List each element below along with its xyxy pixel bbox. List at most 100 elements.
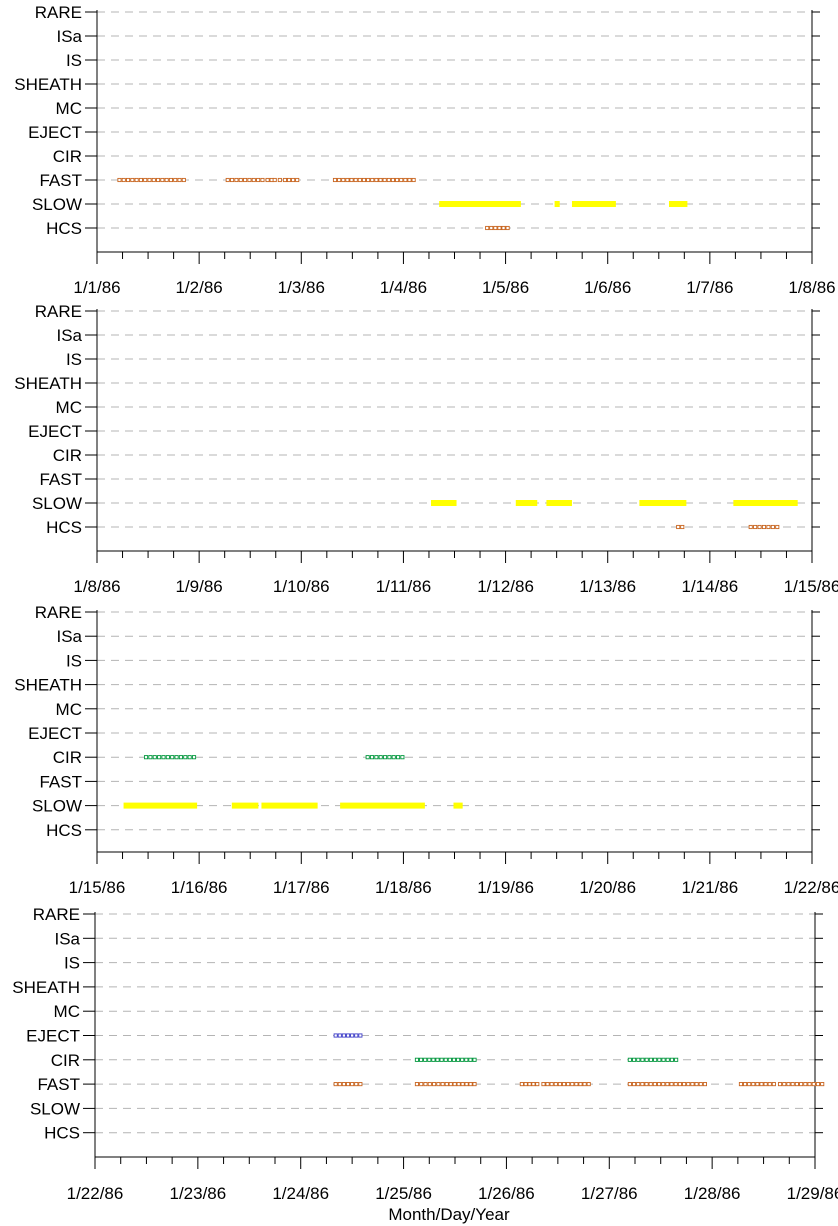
segment-hcs [676,524,685,530]
category-label: FAST [39,470,82,489]
marker-fast [423,1082,428,1087]
marker-fast [472,1082,477,1087]
marker-fast [677,1082,682,1087]
x-tick-label: 1/5/86 [482,278,529,297]
x-tick-label: 1/15/86 [784,577,838,596]
category-label: RARE [35,302,82,321]
segment-cir [414,1057,477,1062]
marker-fast [286,177,292,183]
marker-fast [341,1082,346,1087]
category-label: SHEATH [12,978,80,997]
segment-slow [546,500,572,506]
marker-cir [431,1057,436,1062]
category-label: IS [66,651,82,670]
x-axis-title: Month/Day/Year [388,1205,510,1224]
segment-fast [627,1082,707,1087]
marker-fast [419,1082,424,1087]
segment-fast [286,177,300,183]
marker-hcs [757,524,762,530]
category-label: HCS [44,1124,80,1143]
category-label: CIR [53,446,82,465]
marker-fast [399,177,404,183]
marker-fast [126,177,131,183]
marker-fast [160,177,165,183]
marker-cir [143,755,149,760]
x-tick-label: 1/8/86 [788,278,835,297]
marker-fast [694,1082,699,1087]
marker-fast [767,1082,772,1087]
marker-fast [777,1082,783,1087]
marker-fast [803,1082,808,1087]
marker-hcs [493,225,498,231]
marker-eject [350,1033,355,1038]
marker-fast [644,1082,649,1087]
marker-fast [440,1082,445,1087]
segment-slow [571,201,616,207]
marker-fast [751,1082,756,1087]
marker-fast [763,1082,768,1087]
marker-cir [674,1057,679,1062]
marker-fast [665,1082,670,1087]
x-tick-label: 1/9/86 [176,577,223,596]
marker-eject [333,1033,338,1038]
marker-fast [661,1082,666,1087]
marker-fast [669,1082,674,1087]
marker-fast [349,177,354,183]
category-label: MC [56,99,82,118]
marker-cir [391,755,396,760]
category-label: ISa [56,326,82,345]
marker-hcs [505,225,510,231]
marker-cir [378,755,383,760]
category-label: ISa [54,929,80,948]
x-tick-label: 1/21/86 [681,878,738,897]
marker-fast [332,177,338,183]
marker-eject [345,1033,351,1038]
marker-fast [627,1082,632,1087]
marker-fast [256,177,261,183]
marker-cir [443,1057,448,1062]
marker-fast [366,177,371,183]
marker-fast [582,1082,587,1087]
marker-cir [439,1057,444,1062]
x-tick-label: 1/14/86 [681,577,738,596]
x-tick-label: 1/12/86 [477,577,534,596]
marker-fast [570,1082,575,1087]
marker-cir [374,755,379,760]
category-label: MC [56,398,82,417]
marker-fast [690,1082,695,1087]
x-tick-label: 1/15/86 [69,878,126,897]
category-label: SLOW [32,797,82,816]
marker-fast [815,1082,821,1087]
segment-fast [738,1082,776,1087]
marker-cir [472,1057,477,1062]
x-tick-label: 1/22/86 [784,878,838,897]
category-label: ISa [56,27,82,46]
marker-hcs [766,524,771,530]
marker-cir [456,1057,461,1062]
marker-fast [357,177,362,183]
marker-fast [535,1082,540,1087]
marker-fast [370,177,375,183]
marker-fast [782,1082,787,1087]
category-label: RARE [33,905,80,924]
marker-fast [640,1082,645,1087]
segment-fast [265,177,274,183]
marker-fast [143,177,148,183]
marker-fast [341,177,346,183]
marker-hcs [485,225,490,231]
marker-hcs [676,524,681,530]
category-label: IS [66,350,82,369]
marker-fast [411,177,416,183]
marker-hcs [748,524,753,530]
marker-fast [578,1082,583,1087]
marker-fast [134,177,139,183]
segment-cir [627,1057,679,1062]
marker-cir [640,1057,645,1062]
category-label: FAST [39,772,82,791]
x-tick-label: 1/8/86 [73,577,120,596]
marker-fast [807,1082,812,1087]
marker-fast [177,177,182,183]
marker-cir [435,1057,440,1062]
marker-fast [820,1082,825,1087]
marker-cir [187,755,192,760]
